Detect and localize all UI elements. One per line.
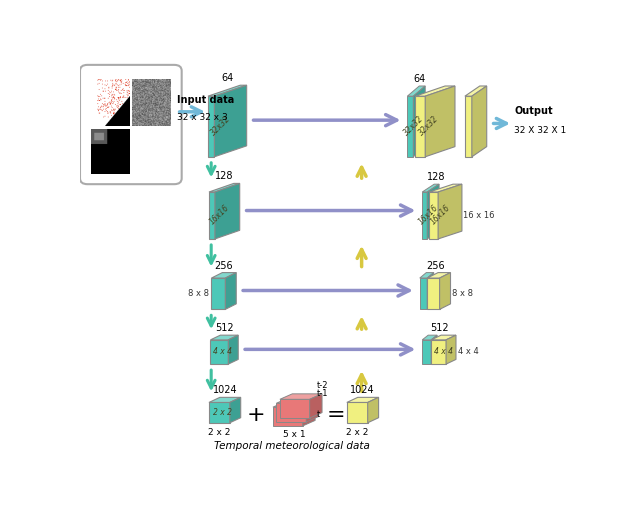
Polygon shape <box>208 96 214 157</box>
Polygon shape <box>209 183 240 192</box>
Polygon shape <box>368 397 379 423</box>
Text: 8 x 8: 8 x 8 <box>188 289 209 298</box>
Text: +: + <box>246 405 265 425</box>
Polygon shape <box>209 402 230 423</box>
Polygon shape <box>428 273 434 309</box>
Polygon shape <box>420 278 428 309</box>
Polygon shape <box>422 335 437 340</box>
Text: 512: 512 <box>430 323 449 333</box>
Polygon shape <box>465 96 472 157</box>
Text: 16x16: 16x16 <box>417 203 440 227</box>
Text: 32x32: 32x32 <box>402 114 426 137</box>
Text: t-1: t-1 <box>317 389 328 398</box>
Text: 256: 256 <box>426 261 444 271</box>
Polygon shape <box>422 184 439 192</box>
Text: 32 X 32 X 1: 32 X 32 X 1 <box>515 126 567 135</box>
Polygon shape <box>446 335 456 364</box>
Text: 2 x 2: 2 x 2 <box>346 428 369 436</box>
Polygon shape <box>415 96 425 157</box>
Text: 4 x 4: 4 x 4 <box>434 347 453 357</box>
Text: 16x16: 16x16 <box>208 203 231 226</box>
Polygon shape <box>420 273 434 278</box>
Polygon shape <box>211 335 238 340</box>
Polygon shape <box>208 85 246 96</box>
Polygon shape <box>408 86 425 96</box>
Text: 8 x 8: 8 x 8 <box>452 289 474 298</box>
Polygon shape <box>465 86 487 96</box>
Polygon shape <box>209 397 241 402</box>
Text: 32x32: 32x32 <box>417 114 441 137</box>
Polygon shape <box>273 407 303 426</box>
Polygon shape <box>276 398 319 403</box>
Text: 1024: 1024 <box>212 386 237 395</box>
Text: 128: 128 <box>215 172 234 181</box>
Text: Input data: Input data <box>177 95 234 105</box>
Polygon shape <box>428 184 439 239</box>
Polygon shape <box>215 183 240 239</box>
Polygon shape <box>428 273 451 278</box>
Polygon shape <box>472 86 487 157</box>
Text: Output: Output <box>515 106 553 116</box>
Polygon shape <box>303 402 315 426</box>
Text: 64: 64 <box>413 74 426 84</box>
Text: 1024: 1024 <box>351 386 375 395</box>
Polygon shape <box>306 398 319 422</box>
Polygon shape <box>214 85 246 157</box>
Polygon shape <box>273 402 315 407</box>
Polygon shape <box>425 86 455 157</box>
Polygon shape <box>428 278 440 309</box>
Text: 2 x 2: 2 x 2 <box>213 408 232 417</box>
Polygon shape <box>431 335 437 364</box>
Polygon shape <box>280 394 322 399</box>
Text: 2 x 2: 2 x 2 <box>208 428 230 436</box>
Text: 32x32: 32x32 <box>209 114 232 137</box>
Text: 256: 256 <box>214 261 233 271</box>
Polygon shape <box>440 273 451 309</box>
Polygon shape <box>413 86 425 157</box>
Polygon shape <box>209 192 215 239</box>
Text: 16x16: 16x16 <box>429 203 452 227</box>
Text: 32 x 32 x 3: 32 x 32 x 3 <box>177 113 227 121</box>
Polygon shape <box>310 394 322 418</box>
Polygon shape <box>431 335 456 340</box>
Polygon shape <box>438 184 462 239</box>
Polygon shape <box>228 335 238 364</box>
Polygon shape <box>211 278 225 309</box>
Text: t: t <box>317 409 320 419</box>
Polygon shape <box>276 403 306 422</box>
Text: 4 x 4: 4 x 4 <box>458 347 479 357</box>
Text: 512: 512 <box>215 323 234 333</box>
Text: t-2: t-2 <box>317 380 328 390</box>
Polygon shape <box>230 397 241 423</box>
Polygon shape <box>347 402 368 423</box>
Polygon shape <box>211 340 228 364</box>
Text: 5 x 1: 5 x 1 <box>283 430 305 439</box>
Text: 16 x 16: 16 x 16 <box>463 211 495 220</box>
Text: 64: 64 <box>221 73 234 83</box>
Polygon shape <box>408 96 413 157</box>
Polygon shape <box>347 397 379 402</box>
Polygon shape <box>211 273 236 278</box>
Polygon shape <box>422 192 428 239</box>
Polygon shape <box>280 399 310 418</box>
Text: =: = <box>326 405 345 425</box>
FancyBboxPatch shape <box>80 65 182 184</box>
Text: 4 x 4: 4 x 4 <box>213 346 232 356</box>
Polygon shape <box>429 184 462 192</box>
Text: Temporal meteorological data: Temporal meteorological data <box>214 441 369 452</box>
Polygon shape <box>431 340 446 364</box>
Polygon shape <box>422 340 431 364</box>
Polygon shape <box>225 273 236 309</box>
Polygon shape <box>429 192 438 239</box>
Polygon shape <box>415 86 455 96</box>
Text: 128: 128 <box>428 172 446 182</box>
